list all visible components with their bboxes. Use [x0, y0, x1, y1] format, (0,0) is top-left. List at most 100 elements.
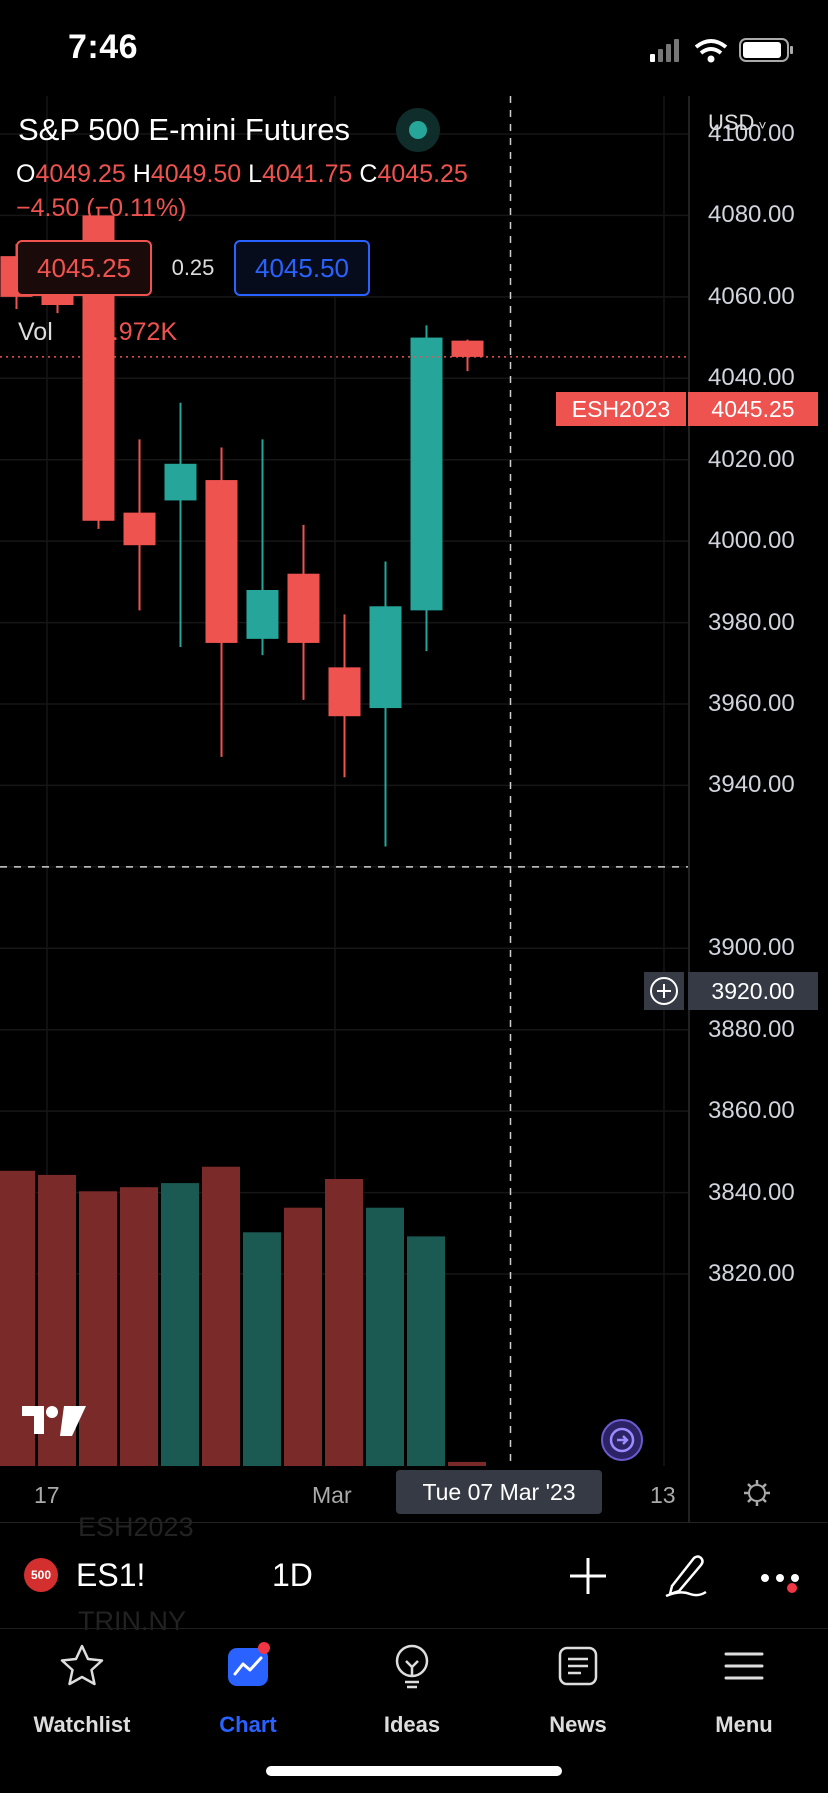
volume-bar	[79, 1191, 117, 1466]
nav-chart-label: Chart	[219, 1712, 277, 1737]
last-price-tag: 4045.25	[688, 392, 818, 426]
volume-bar	[120, 1187, 158, 1466]
candle-body	[451, 340, 484, 357]
candle-body	[246, 590, 279, 639]
low-value: 4041.75	[262, 160, 353, 188]
price-axis-label: 4100.00	[708, 120, 795, 147]
hamburger-menu-icon	[724, 1652, 764, 1680]
crosshair-price-label: 3920.00	[688, 972, 818, 1010]
high-label: H	[132, 160, 151, 188]
candle-body	[287, 573, 320, 643]
candle-body	[123, 512, 156, 546]
volume-bar	[161, 1183, 199, 1466]
price-axis-label: 3880.00	[708, 1015, 795, 1043]
nav-menu[interactable]: Menu	[664, 1634, 824, 1744]
open-label: O	[16, 160, 36, 188]
nav-watchlist-label: Watchlist	[33, 1712, 131, 1737]
plus-circle-icon	[650, 977, 678, 1005]
price-axis-label: 3840.00	[708, 1178, 795, 1206]
crosshair-date-label: Tue 07 Mar '23	[396, 1470, 602, 1514]
price-axis-label: 3980.00	[708, 608, 795, 636]
market-open-indicator[interactable]	[396, 108, 440, 152]
price-axis-label: 3900.00	[708, 934, 795, 962]
newspaper-icon	[558, 1646, 598, 1686]
instrument-title[interactable]: S&P 500 E-mini Futures	[18, 112, 350, 147]
interval-selector[interactable]: 1D	[272, 1557, 313, 1593]
volume-bar	[325, 1179, 363, 1466]
chart-toolbar	[0, 1522, 828, 1627]
nav-ideas-label: Ideas	[383, 1712, 441, 1737]
chevron-down-icon: ˅	[754, 117, 767, 133]
open-value: 4049.25	[35, 160, 126, 188]
candle-body	[369, 606, 402, 709]
volume-bar	[448, 1461, 486, 1466]
scroll-to-realtime-button[interactable]	[600, 1418, 644, 1462]
candle-body	[205, 480, 238, 643]
nav-news[interactable]: News	[498, 1634, 658, 1744]
wifi-icon	[694, 39, 728, 63]
x-label-left: 17	[34, 1482, 60, 1508]
add-alert-button[interactable]	[644, 972, 684, 1010]
signal-icon	[650, 39, 679, 62]
price-axis-label: 4060.00	[708, 282, 795, 310]
home-indicator	[266, 1766, 562, 1776]
price-axis-label: 3960.00	[708, 690, 795, 717]
price-axis-label: 4080.00	[708, 201, 795, 229]
low-label: L	[248, 160, 263, 188]
price-axis-label: 3820.00	[708, 1260, 795, 1287]
candles	[0, 207, 484, 847]
spread-value: 0.25	[171, 255, 215, 280]
price-axis-label: 4040.00	[708, 364, 795, 392]
battery-icon	[739, 38, 793, 62]
candle-body	[164, 463, 197, 501]
x-label-mid: Mar	[312, 1482, 352, 1508]
nav-ideas[interactable]: Ideas	[332, 1634, 492, 1744]
more-options-icon[interactable]	[756, 1556, 806, 1600]
sell-button[interactable]: 4045.25	[16, 240, 152, 296]
volume-bar	[407, 1236, 445, 1466]
chart-icon	[228, 1642, 270, 1686]
volume-bar	[202, 1166, 240, 1466]
nav-menu-label: Menu	[715, 1712, 773, 1737]
currency-label: USD	[708, 110, 755, 135]
x-label-right: 13	[650, 1482, 676, 1508]
symbol-logo-badge: 500	[24, 1558, 58, 1592]
drawing-tools-icon[interactable]	[660, 1550, 710, 1600]
price-chart[interactable]	[0, 96, 828, 1522]
status-icons	[650, 38, 793, 63]
candle-body	[328, 667, 361, 717]
ghost-row-symbol-2: TRIN.NY	[78, 1606, 186, 1636]
high-value: 4049.50	[150, 160, 242, 188]
price-change: −4.50 (−0.11%)	[16, 194, 187, 222]
close-label: C	[359, 160, 378, 188]
lightbulb-icon	[395, 1644, 429, 1689]
volume-bar	[243, 1232, 281, 1466]
symbol-search-button[interactable]: ES1!	[76, 1557, 146, 1593]
ghost-row-symbol: ESH2023	[78, 1512, 194, 1542]
volume-value: 19.972K	[84, 318, 178, 346]
price-axis-label: 3860.00	[708, 1097, 795, 1125]
price-axis-label: 4000.00	[708, 527, 795, 555]
star-icon	[60, 1644, 104, 1686]
symbol-tag: ESH2023	[556, 392, 686, 426]
volume-bar	[0, 1170, 35, 1466]
nav-chart[interactable]: Chart	[168, 1634, 328, 1744]
nav-watchlist[interactable]: Watchlist	[2, 1634, 162, 1744]
bottom-navigation	[0, 1628, 828, 1793]
candle-body	[410, 337, 443, 611]
currency-selector[interactable]: USD ˅	[708, 110, 767, 136]
volume-label: Vol	[18, 318, 53, 346]
gear-icon[interactable]	[742, 1478, 772, 1508]
volume-bars	[0, 1166, 486, 1466]
nav-news-label: News	[549, 1712, 607, 1737]
ohlc-values: O4049.25 H4049.50 L4041.75 C4045.25	[16, 160, 468, 189]
tradingview-logo	[22, 1406, 86, 1436]
plus-icon[interactable]	[566, 1554, 610, 1598]
price-axis-label: 3940.00	[708, 771, 795, 799]
chart-area[interactable]	[0, 96, 828, 1522]
buy-button[interactable]: 4045.50	[234, 240, 370, 296]
volume-bar	[284, 1207, 322, 1466]
volume-bar	[366, 1207, 404, 1466]
close-value: 4045.25	[377, 160, 468, 188]
price-axis-label: 4020.00	[708, 445, 795, 473]
